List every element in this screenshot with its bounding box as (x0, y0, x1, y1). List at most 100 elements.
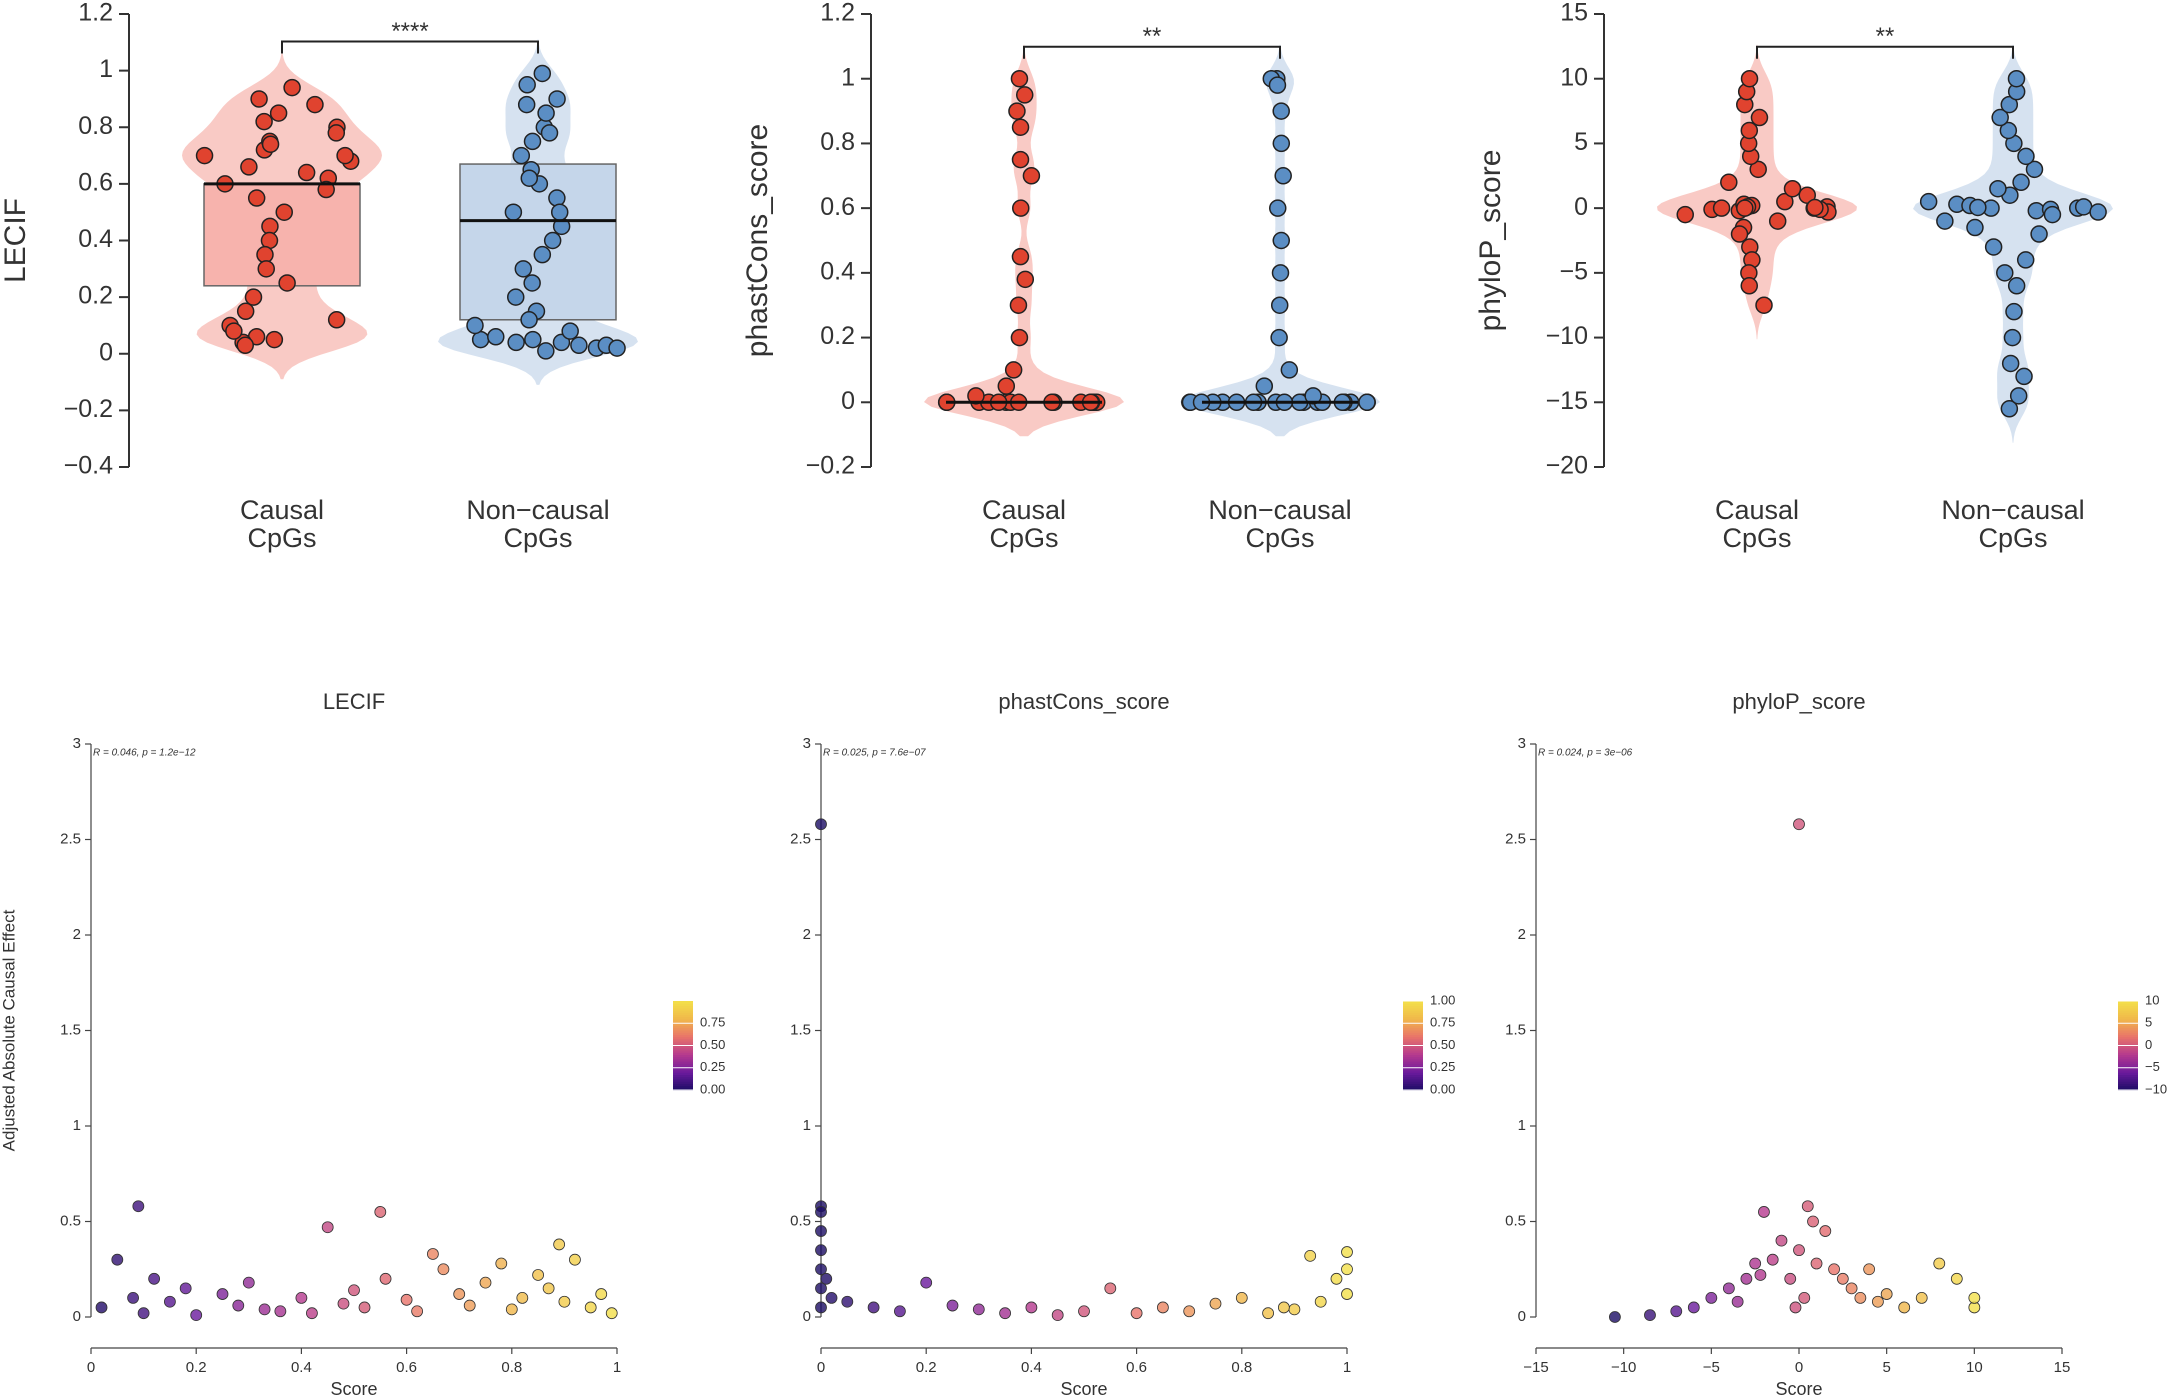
colorbar-tick-label: 10 (2145, 992, 2159, 1007)
data-point (1898, 1301, 1911, 1314)
data-point (1730, 225, 1749, 243)
colorbar-segment (673, 1003, 693, 1007)
colorbar-segment (2118, 1021, 2138, 1024)
data-point (506, 288, 525, 306)
data-point (558, 1295, 571, 1308)
data-point (999, 1307, 1011, 1320)
data-point (1969, 198, 1987, 217)
data-point (2009, 387, 2028, 405)
data-point (504, 203, 523, 221)
data-point (520, 311, 538, 329)
colorbar-segment (1403, 1041, 1423, 1044)
label-line: Non−causal (1208, 495, 1351, 525)
data-point (236, 302, 255, 321)
x-tick-label: 0.4 (1021, 1359, 1042, 1376)
data-point (2074, 198, 2093, 216)
colorbar-tick-label: 0.75 (700, 1015, 725, 1030)
data-point (1609, 1311, 1621, 1323)
data-point (317, 180, 335, 199)
data-point (295, 1292, 308, 1304)
data-point (2007, 277, 2026, 295)
data-point (2025, 160, 2044, 179)
x-tick-label: Non−causal CpGs (1208, 495, 1351, 553)
data-point (1819, 1225, 1832, 1237)
colorbar-segment (673, 1023, 693, 1027)
data-point (605, 1307, 618, 1320)
data-point (255, 112, 273, 131)
y-tick-label: 1.5 (60, 1021, 81, 1038)
data-point (1314, 1295, 1327, 1308)
y-tick-label: 15 (1560, 0, 1588, 27)
data-point (1330, 1272, 1343, 1285)
y-tick-label: 0.4 (78, 225, 113, 253)
data-point (453, 1288, 466, 1300)
y-tick-label: 2.5 (60, 830, 81, 847)
colorbar-segment (2118, 1081, 2138, 1084)
data-point (825, 1292, 838, 1304)
data-point (1358, 393, 1376, 412)
data-point (216, 1288, 229, 1300)
data-point (437, 1263, 450, 1276)
significance-label: ** (1143, 23, 1162, 50)
y-tick-label: 0 (841, 387, 855, 415)
y-tick-label: 1 (841, 63, 855, 91)
data-point (1644, 1309, 1656, 1321)
data-point (595, 1288, 608, 1300)
data-point (1775, 1234, 1788, 1247)
data-point (1789, 1301, 1802, 1314)
violin (924, 44, 1124, 437)
colorbar-segment (1403, 1083, 1423, 1087)
x-tick-label: 0.6 (396, 1359, 417, 1376)
data-point (95, 1301, 108, 1314)
data-point (269, 104, 288, 122)
x-tick-label: 5 (1882, 1359, 1890, 1376)
colorbar-segment (1403, 1076, 1423, 1080)
colorbar-segment (673, 1041, 693, 1044)
colorbar-segment (1403, 1056, 1423, 1060)
label-line: CpGs (503, 523, 572, 553)
colorbar-tick-label: 0 (2145, 1037, 2152, 1052)
data-point (1341, 1263, 1353, 1276)
colorbar-tick-label: 0.00 (700, 1081, 725, 1096)
data-point (411, 1305, 424, 1318)
data-point (1768, 212, 1787, 230)
data-point (463, 1299, 476, 1312)
data-point (261, 135, 280, 153)
colorbar-segment (673, 1049, 693, 1053)
data-point (1950, 1272, 1963, 1285)
data-point (1157, 1301, 1169, 1314)
colorbar-segment (673, 1036, 693, 1040)
x-tick-label: 0 (817, 1359, 825, 1376)
colorbar-segment (673, 1081, 693, 1084)
data-point (244, 288, 263, 306)
y-tick-label: 3 (73, 735, 81, 752)
colorbar-segment (2118, 1005, 2138, 1009)
data-point (815, 818, 827, 831)
y-tick-label: 0.6 (78, 168, 113, 196)
y-tick-label: 0.2 (78, 282, 113, 310)
colorbar-segment (673, 1061, 693, 1064)
y-tick-label: 2.5 (1505, 830, 1526, 847)
colorbar-segment (1403, 1009, 1423, 1013)
data-point (495, 1257, 508, 1270)
data-point (1984, 238, 2003, 256)
data-point (1801, 1200, 1814, 1213)
colorbar-segment (2118, 1067, 2138, 1071)
data-point (2017, 147, 2035, 166)
data-point (225, 322, 243, 340)
x-tick-label: −15 (1523, 1359, 1548, 1376)
data-point (841, 1295, 854, 1308)
data-point (1272, 231, 1291, 250)
colorbar-segment (1403, 1045, 1423, 1049)
data-point (946, 1299, 959, 1312)
data-point (374, 1206, 387, 1218)
data-point (1936, 212, 1954, 230)
colorbar-segment (2118, 1036, 2138, 1040)
data-point (1968, 1292, 1981, 1304)
colorbar-segment (1403, 1003, 1423, 1007)
colorbar-segment (673, 1007, 693, 1011)
data-point (524, 330, 542, 349)
significance-bracket (1756, 45, 2014, 59)
colorbar-segment (1403, 1023, 1423, 1027)
